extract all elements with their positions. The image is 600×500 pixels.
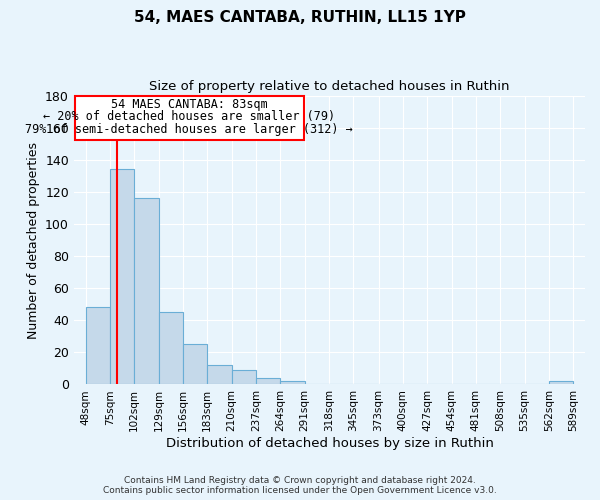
Bar — [232, 370, 256, 384]
Bar — [158, 312, 183, 384]
X-axis label: Distribution of detached houses by size in Ruthin: Distribution of detached houses by size … — [166, 437, 493, 450]
Text: 54 MAES CANTABA: 83sqm: 54 MAES CANTABA: 83sqm — [111, 98, 268, 111]
Text: Contains HM Land Registry data © Crown copyright and database right 2024.
Contai: Contains HM Land Registry data © Crown c… — [103, 476, 497, 495]
Bar — [86, 308, 110, 384]
Bar — [256, 378, 280, 384]
FancyBboxPatch shape — [75, 96, 304, 140]
Bar — [208, 365, 232, 384]
Bar — [183, 344, 208, 385]
Text: 79% of semi-detached houses are larger (312) →: 79% of semi-detached houses are larger (… — [25, 123, 353, 136]
Y-axis label: Number of detached properties: Number of detached properties — [26, 142, 40, 338]
Bar — [134, 198, 158, 384]
Bar — [110, 170, 134, 384]
Title: Size of property relative to detached houses in Ruthin: Size of property relative to detached ho… — [149, 80, 510, 93]
Bar — [549, 381, 573, 384]
Bar — [280, 381, 305, 384]
Text: ← 20% of detached houses are smaller (79): ← 20% of detached houses are smaller (79… — [43, 110, 335, 123]
Text: 54, MAES CANTABA, RUTHIN, LL15 1YP: 54, MAES CANTABA, RUTHIN, LL15 1YP — [134, 10, 466, 25]
